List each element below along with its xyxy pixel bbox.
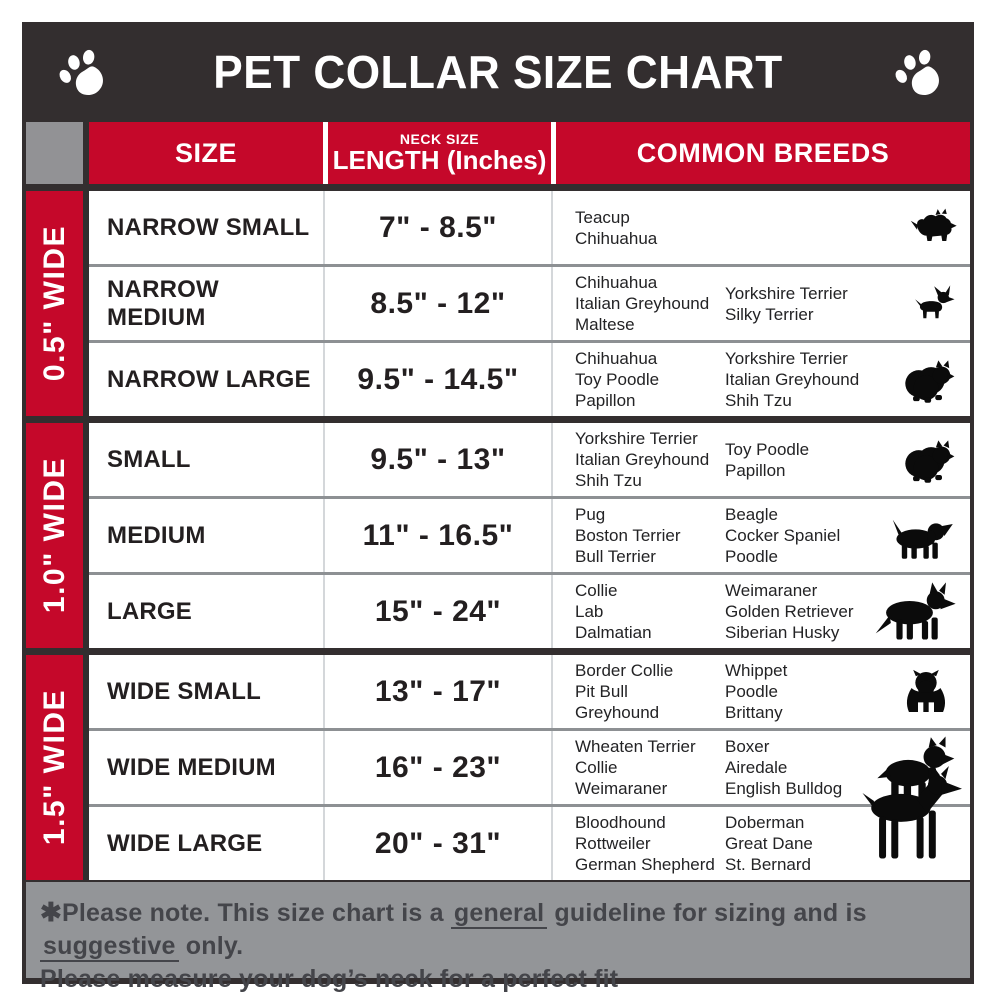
asterisk: ✱ [40, 897, 62, 927]
table-row: MEDIUM 11" - 16.5" Pug Boston Terrier Bull… [89, 496, 970, 572]
breed-list-1: Pug Boston Terrier Bull Terrier [575, 505, 681, 566]
width-group-05: 0.5" WIDE NARROW SMALL 7" - 8.5" Teacup C… [26, 191, 970, 416]
breed-list-1: Chihuahua Toy Poodle Papillon [575, 349, 660, 410]
size-label: NARROW MEDIUM [107, 275, 219, 331]
width-label-05: 0.5" WIDE [26, 191, 83, 416]
size-label: NARROW LARGE [107, 365, 311, 393]
table-row: WIDE SMALL 13" - 17" Border Collie Pit Bu… [89, 655, 970, 728]
neck-range: 8.5" - 12" [323, 267, 551, 340]
footer-note: ✱Please note. This size chart is a gener… [26, 882, 970, 993]
breed-list-1: Teacup Chihuahua [575, 207, 658, 248]
width-group-15: 1.5" WIDE WIDE SMALL 13" - 17" Border Co… [26, 655, 970, 880]
breed-list-2: Boxer Airedale English Bulldog [725, 737, 843, 798]
note-line-2: Please measure your dog’s neck for a per… [40, 965, 619, 993]
neck-range: 9.5" - 14.5" [323, 343, 551, 416]
table-row: NARROW MEDIUM 8.5" - 12" Chihuahua Italia… [89, 264, 970, 340]
table-row: LARGE 15" - 24" Collie Lab Dalmatian Weima… [89, 572, 970, 648]
width-label-15: 1.5" WIDE [26, 655, 83, 880]
header-common-breeds: COMMON BREEDS [551, 122, 970, 184]
neck-range: 13" - 17" [323, 655, 551, 728]
breed-list-2: Yorkshire Terrier Italian Greyhound Shih T… [725, 349, 860, 410]
size-label: WIDE MEDIUM [107, 753, 276, 781]
breed-list-1: Chihuahua Italian Greyhound Maltese [575, 273, 710, 334]
breed-list-1: Bloodhound Rottweiler German Shepherd [575, 813, 715, 874]
table-row: SMALL 9.5" - 13" Yorkshire Terrier Italia… [89, 423, 970, 496]
breed-list-1: Yorkshire Terrier Italian Greyhound Shih T… [575, 429, 710, 490]
breed-list-2: Yorkshire Terrier Silky Terrier [725, 283, 848, 324]
table-row: NARROW SMALL 7" - 8.5" Teacup Chihuahua [89, 191, 970, 264]
size-label: LARGE [107, 597, 192, 625]
page-title: PET COLLAR SIZE CHART [213, 46, 783, 98]
neck-range: 7" - 8.5" [323, 191, 551, 264]
chart-frame: PET COLLAR SIZE CHART SIZE NECK SIZE LEN… [22, 22, 974, 993]
breed-list-1: Border Collie Pit Bull Greyhound [575, 661, 674, 722]
table-row: NARROW LARGE 9.5" - 14.5" Chihuahua Toy P… [89, 340, 970, 416]
paw-icon-left [54, 46, 106, 98]
table-row: WIDE MEDIUM 16" - 23" Wheaten Terrier Col… [89, 728, 970, 804]
yorkshire-terrier-icon [904, 207, 958, 249]
table-header-row: SIZE NECK SIZE LENGTH (Inches) COMMON BR… [26, 122, 970, 184]
paw-icon-right [890, 46, 942, 98]
header-neck-size: NECK SIZE LENGTH (Inches) [323, 122, 551, 184]
doberman-icon [850, 766, 964, 862]
neck-range: 11" - 16.5" [323, 499, 551, 572]
neck-range: 15" - 24" [323, 575, 551, 648]
breed-list-2: Doberman Great Dane St. Bernard [725, 813, 813, 874]
size-label: WIDE SMALL [107, 677, 261, 705]
title-bar: PET COLLAR SIZE CHART [26, 22, 970, 122]
pekingese-icon [896, 436, 958, 484]
corner-cell [26, 122, 83, 184]
breed-list-2: Toy Poodle Papillon [725, 439, 810, 480]
beagle-icon [878, 509, 958, 563]
header-size: SIZE [89, 122, 323, 184]
size-label: WIDE LARGE [107, 829, 263, 857]
breed-list-1: Collie Lab Dalmatian [575, 581, 652, 642]
neck-range: 9.5" - 13" [323, 423, 551, 496]
size-label: SMALL [107, 445, 191, 473]
breed-list-1: Wheaten Terrier Collie Weimaraner [575, 737, 696, 798]
breed-list-2: Whippet Poodle Brittany [725, 661, 788, 722]
table-row: WIDE LARGE 20" - 31" Bloodhound Rottweile… [89, 804, 970, 880]
note-line-1: ✱Please note. This size chart is a gener… [40, 897, 867, 962]
breed-list-2: Beagle Cocker Spaniel Poodle [725, 505, 841, 566]
width-group-10: 1.0" WIDE SMALL 9.5" - 13" Yorkshire Ter… [26, 423, 970, 648]
size-label: MEDIUM [107, 521, 206, 549]
underlined-word: suggestive [40, 932, 179, 962]
size-label: NARROW SMALL [107, 213, 310, 241]
neck-range: 20" - 31" [323, 807, 551, 880]
shih-tzu-icon [896, 356, 958, 404]
underlined-word: general [450, 899, 548, 929]
width-label-10: 1.0" WIDE [26, 423, 83, 648]
german-shepherd-icon [872, 581, 958, 643]
breed-list-2: Weimaraner Golden Retriever Siberian Husky [725, 581, 854, 642]
bulldog-icon [894, 664, 958, 720]
neck-range: 16" - 23" [323, 731, 551, 804]
chihuahua-icon [906, 284, 958, 324]
